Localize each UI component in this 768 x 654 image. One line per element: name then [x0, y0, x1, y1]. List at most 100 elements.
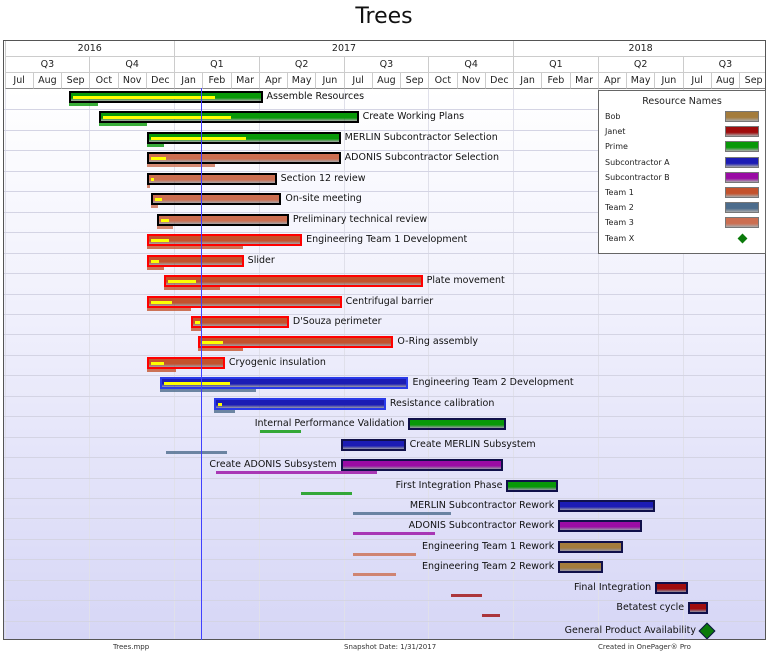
- row-divider: [4, 313, 765, 315]
- month-header: Nov: [456, 73, 485, 89]
- month-header: Jul: [4, 73, 33, 89]
- legend-item-label: Subcontractor A: [605, 157, 670, 167]
- task-bar: [68, 91, 263, 103]
- task-bar: [146, 152, 341, 165]
- quarter-header: Q4: [89, 57, 174, 73]
- baseline-bar: [146, 266, 164, 270]
- row-divider: [4, 395, 765, 397]
- baseline-bar: [151, 205, 158, 209]
- month-header: Sep: [61, 73, 90, 89]
- row-divider: [4, 273, 765, 275]
- task-label: Engineering Team 2 Rework: [421, 561, 555, 573]
- baseline-bar: [352, 532, 435, 536]
- row-divider: [4, 559, 765, 561]
- legend: Resource Names Bob Janet Prime Subcontracto…: [598, 90, 766, 254]
- progress-bar: [102, 116, 231, 120]
- baseline-bar: [163, 287, 221, 291]
- progress-bar: [163, 382, 230, 386]
- row-divider: [4, 211, 765, 213]
- task-bar: [340, 459, 503, 472]
- baseline-bar: [146, 164, 216, 168]
- footer-file: Trees.mpp: [113, 643, 150, 651]
- task-bar: [163, 275, 423, 288]
- legend-item: Subcontractor B: [605, 171, 759, 184]
- row-divider: [4, 150, 765, 152]
- baseline-bar: [352, 552, 416, 556]
- row-divider: [4, 354, 765, 356]
- task-label: General Product Availability: [564, 624, 696, 636]
- month-header: Jan: [174, 73, 203, 89]
- baseline-bar: [146, 143, 164, 147]
- quarter-header: Q3: [4, 57, 90, 73]
- progress-bar: [150, 239, 169, 243]
- quarter-header: Q1: [174, 57, 259, 73]
- legend-item: Prime: [605, 141, 759, 153]
- progress-bar: [150, 177, 155, 181]
- row-divider: [4, 293, 765, 295]
- quarter-header: Q2: [258, 57, 344, 73]
- task-bar: [408, 418, 507, 431]
- month-header: Jun: [315, 73, 344, 89]
- progress-bar: [202, 341, 224, 345]
- month-header: Jul: [343, 73, 372, 89]
- task-bar: [146, 131, 341, 144]
- legend-swatch: [725, 111, 759, 122]
- task-bar: [98, 111, 359, 124]
- task-bar: [688, 602, 708, 615]
- gantt-chart: 2016 2017 2018 Q3 Q4 Q1 Q2 Q3 Q4 Q1 Q2 Q3 Jul Aug Sep O…: [3, 40, 766, 640]
- task-label: Engineering Team 2 Development: [412, 377, 574, 389]
- month-header: Oct: [428, 73, 457, 89]
- year-header: 2016: [4, 41, 174, 57]
- row-divider: [4, 109, 765, 111]
- gridline: [428, 89, 430, 639]
- baseline-bar: [214, 409, 236, 413]
- footer-created: Created in OnePager® Pro: [598, 643, 691, 651]
- task-label: Section 12 review: [280, 172, 366, 184]
- task-label: MERLIN Subcontractor Selection: [344, 131, 498, 143]
- month-header: Jun: [654, 73, 683, 89]
- task-bar: [146, 356, 225, 369]
- task-bar: [146, 295, 342, 308]
- task-bar: [190, 315, 289, 328]
- row-divider: [4, 600, 765, 602]
- legend-item: Team 1: [605, 187, 759, 199]
- row-divider: [4, 457, 765, 459]
- row-divider: [4, 129, 765, 131]
- legend-item-label: Team X: [605, 233, 635, 243]
- progress-bar: [150, 157, 166, 161]
- month-header: Sep: [400, 73, 429, 89]
- row-divider: [4, 538, 765, 540]
- task-bar: [558, 540, 624, 553]
- task-label: Engineering Team 1 Development: [306, 234, 468, 246]
- progress-bar: [194, 320, 200, 324]
- task-label: On-site meeting: [285, 193, 362, 205]
- month-header: Jan: [513, 73, 542, 89]
- quarter-header: Q4: [428, 57, 513, 73]
- row-divider: [4, 191, 765, 193]
- legend-item-label: Janet: [605, 127, 626, 137]
- baseline-bar: [301, 491, 352, 495]
- gridline: [89, 89, 91, 639]
- task-label: Betatest cycle: [616, 602, 685, 614]
- row-divider: [4, 252, 765, 254]
- month-header: Aug: [371, 73, 400, 89]
- task-label: Final Integration: [573, 581, 652, 593]
- legend-item: Subcontractor A: [605, 156, 759, 169]
- legend-item: Bob: [605, 111, 759, 123]
- baseline-bar: [146, 307, 191, 311]
- row-divider: [4, 334, 765, 336]
- baseline-bar: [450, 593, 482, 597]
- month-header: Aug: [32, 73, 61, 89]
- legend-swatch: [725, 217, 759, 229]
- task-bar: [151, 193, 282, 206]
- row-divider: [4, 232, 765, 234]
- month-header: Dec: [145, 73, 174, 89]
- baseline-bar: [146, 368, 176, 372]
- quarter-header: Q3: [682, 57, 765, 73]
- task-bar: [146, 172, 277, 185]
- quarter-header: Q1: [513, 57, 598, 73]
- task-label: Internal Performance Validation: [254, 418, 405, 430]
- task-bar: [146, 254, 244, 267]
- task-label: Preliminary technical review: [292, 213, 428, 225]
- row-divider: [4, 620, 765, 622]
